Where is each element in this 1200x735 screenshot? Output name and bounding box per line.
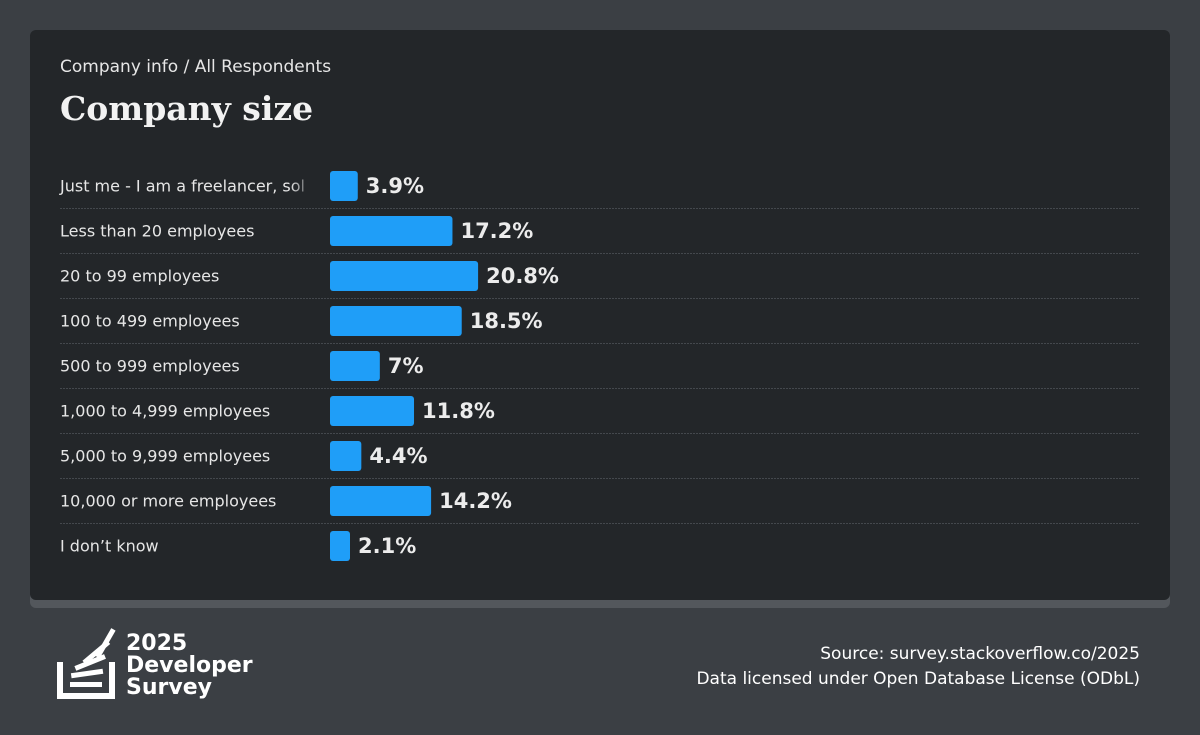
source: Source: survey.stackoverflow.co/2025: [820, 644, 1140, 664]
category-label-group: 1,000 to 4,999 employees: [60, 402, 270, 421]
value-label: 14.2%: [439, 489, 512, 513]
bar: [330, 396, 415, 426]
logo-bar: [95, 628, 116, 659]
category-label-group: 10,000 or more employees: [60, 492, 276, 511]
logo-text: Developer: [126, 653, 253, 678]
logo: 2025 Developer Survey: [57, 628, 253, 700]
category-label-group: Less than 20 employees: [60, 222, 254, 241]
bar: [330, 216, 453, 246]
bar: [330, 261, 479, 291]
category-label-group: Just me - I am a freelancer, sol: [59, 177, 305, 196]
value-label: 7%: [388, 354, 424, 378]
value-label: 11.8%: [422, 399, 495, 423]
subtitle: Company info / All Respondents: [60, 57, 331, 77]
category-label-group: I don’t know: [60, 537, 159, 556]
category-label: 500 to 999 employees: [60, 357, 240, 376]
value-label: 4.4%: [369, 444, 427, 468]
bar: [330, 531, 350, 561]
bar: [330, 351, 380, 381]
logo-bar: [74, 654, 106, 671]
label-fade: [290, 170, 315, 202]
logo-bar: [70, 668, 104, 679]
bar: [330, 486, 432, 516]
bar: [330, 306, 462, 336]
value-label: 2.1%: [358, 534, 416, 558]
category-label: I don’t know: [60, 537, 159, 556]
logo-tray: [57, 662, 115, 699]
category-label: 100 to 499 employees: [60, 312, 240, 331]
value-label: 3.9%: [366, 174, 424, 198]
license: Data licensed under Open Database Licens…: [696, 669, 1140, 689]
category-label-group: 100 to 499 employees: [60, 312, 240, 331]
value-label: 18.5%: [470, 309, 543, 333]
rows: Just me - I am a freelancer, sol 3.9% Less…: [59, 170, 1140, 561]
bar: [330, 171, 358, 201]
category-label-group: 5,000 to 9,999 employees: [60, 447, 270, 466]
category-label-group: 500 to 999 employees: [60, 357, 240, 376]
logo-text: 2025: [126, 631, 187, 656]
value-label: 17.2%: [460, 219, 533, 243]
category-label: 10,000 or more employees: [60, 492, 276, 511]
category-label: 1,000 to 4,999 employees: [60, 402, 270, 421]
logo-bar: [70, 682, 102, 687]
category-label: 20 to 99 employees: [60, 267, 219, 286]
category-label: 5,000 to 9,999 employees: [60, 447, 270, 466]
bar: [330, 441, 362, 471]
value-label: 20.8%: [486, 264, 559, 288]
category-label: Just me - I am a freelancer, sol: [59, 177, 305, 196]
category-label: Less than 20 employees: [60, 222, 254, 241]
logo-text: Survey: [126, 675, 212, 700]
chart-title: Company size: [60, 89, 313, 128]
category-label-group: 20 to 99 employees: [60, 267, 219, 286]
